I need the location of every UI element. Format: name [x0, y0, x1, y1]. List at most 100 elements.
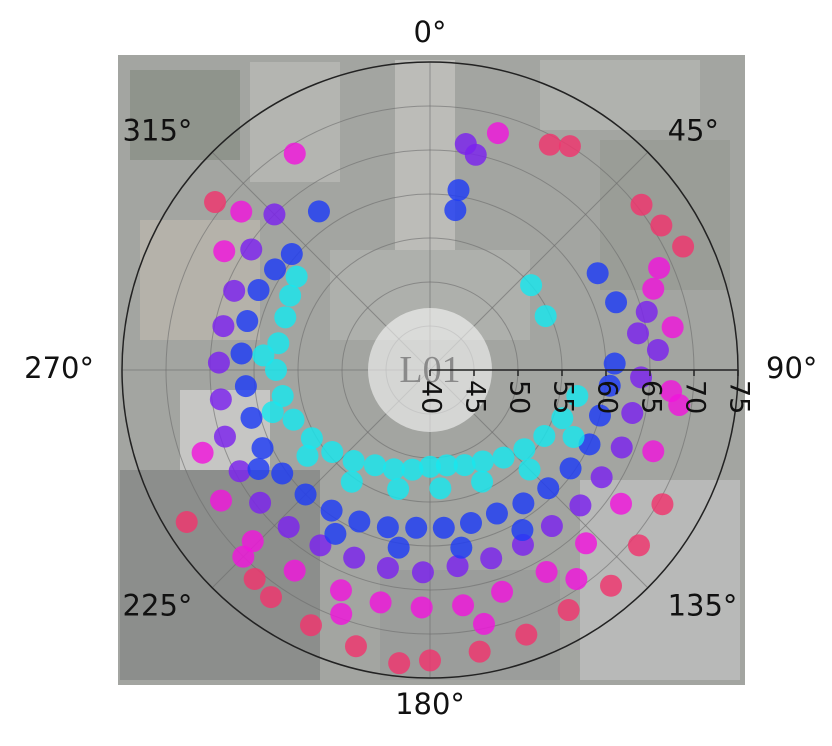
point	[519, 459, 541, 481]
point	[235, 375, 257, 397]
point	[480, 547, 502, 569]
point	[515, 624, 537, 646]
point	[377, 516, 399, 538]
point	[192, 442, 214, 464]
point	[324, 523, 346, 545]
point	[560, 457, 582, 479]
point	[364, 454, 386, 476]
point	[642, 440, 664, 462]
point	[493, 447, 515, 469]
radial-tick-label: 65	[636, 380, 667, 414]
point	[471, 471, 493, 493]
point	[411, 596, 433, 618]
angular-tick-label: 315°	[123, 113, 193, 147]
point	[341, 471, 363, 493]
point	[541, 515, 563, 537]
point	[473, 613, 495, 635]
point	[628, 534, 650, 556]
point	[388, 652, 410, 674]
point	[345, 635, 367, 657]
point	[600, 575, 622, 597]
point	[627, 322, 649, 344]
point	[537, 477, 559, 499]
point	[236, 310, 258, 332]
point	[214, 426, 236, 448]
point	[260, 586, 282, 608]
point	[405, 517, 427, 539]
point	[447, 179, 469, 201]
point	[429, 477, 451, 499]
point	[330, 579, 352, 601]
point	[672, 236, 694, 258]
point	[412, 561, 434, 583]
point	[559, 135, 581, 157]
point	[604, 353, 626, 375]
point	[244, 568, 266, 590]
point	[447, 555, 469, 577]
point	[433, 517, 455, 539]
point	[295, 483, 317, 505]
radial-tick-label: 50	[504, 380, 535, 414]
radial-tick-label: 45	[460, 380, 491, 414]
point	[348, 511, 370, 533]
point	[264, 258, 286, 280]
point	[252, 437, 274, 459]
point	[575, 532, 597, 554]
point	[377, 557, 399, 579]
radial-tick-label: 75	[724, 380, 755, 414]
point	[240, 407, 262, 429]
point	[642, 278, 664, 300]
point	[558, 599, 580, 621]
point	[491, 581, 513, 603]
point	[343, 547, 365, 569]
angular-tick-label: 180°	[395, 687, 465, 721]
angular-tick-label: 0°	[414, 15, 447, 49]
point	[647, 339, 669, 361]
point	[283, 409, 305, 431]
point	[240, 238, 262, 260]
point	[223, 280, 245, 302]
point	[229, 460, 251, 482]
point	[383, 458, 405, 480]
point	[611, 436, 633, 458]
angular-tick-label: 90°	[766, 351, 817, 385]
radial-tick-label: 70	[680, 380, 711, 414]
point	[212, 315, 234, 337]
point	[465, 144, 487, 166]
point	[636, 301, 658, 323]
angular-tick-label: 270°	[24, 351, 94, 385]
point	[232, 546, 254, 568]
radial-tick-label: 60	[592, 380, 623, 414]
point	[281, 243, 303, 265]
point	[248, 458, 270, 480]
point	[231, 343, 253, 365]
chart: L01 40455055606570750°45°90°135°180°225°…	[0, 0, 832, 746]
point	[536, 561, 558, 583]
point	[569, 494, 591, 516]
point	[535, 305, 557, 327]
point	[513, 438, 535, 460]
point	[296, 445, 318, 467]
point	[591, 466, 613, 488]
point	[284, 143, 306, 165]
point	[321, 441, 343, 463]
angular-tick-label: 225°	[123, 589, 193, 623]
point	[176, 511, 198, 533]
point	[308, 200, 330, 222]
point	[252, 344, 274, 366]
point	[472, 450, 494, 472]
point	[605, 291, 627, 313]
point	[565, 568, 587, 590]
point	[321, 500, 343, 522]
point	[263, 203, 285, 225]
point	[487, 122, 509, 144]
point	[330, 603, 352, 625]
point	[279, 285, 301, 307]
point	[262, 401, 284, 423]
point	[650, 214, 672, 236]
point	[533, 425, 555, 447]
point	[419, 649, 441, 671]
point	[539, 134, 561, 156]
point	[662, 316, 684, 338]
point	[450, 537, 472, 559]
